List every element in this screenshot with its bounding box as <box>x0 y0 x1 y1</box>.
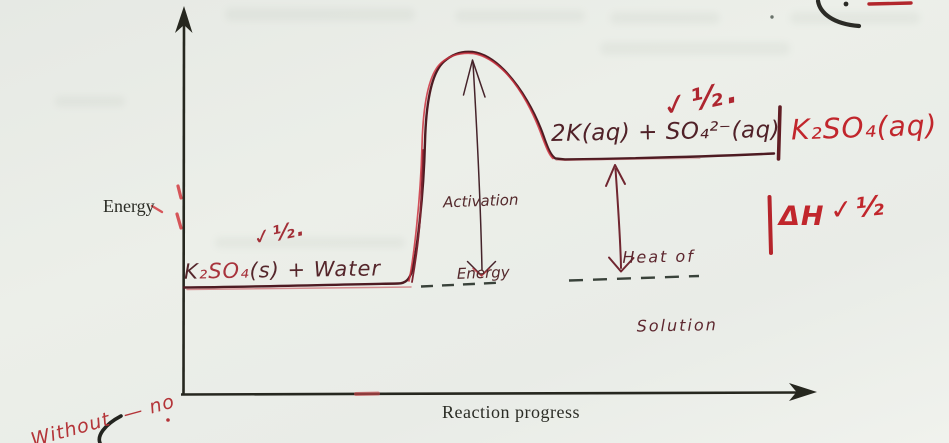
reactants-formula-k: K <box>183 259 200 284</box>
heat-label-line1: Heat of <box>622 246 696 267</box>
dashed-segment-right <box>568 274 700 282</box>
heat-arrow-shaft <box>614 168 622 269</box>
stray-ink-marks <box>97 0 862 443</box>
y-axis-label: Energy <box>103 196 155 216</box>
top-right-ink-dot <box>843 1 849 7</box>
small-ink-dot <box>770 15 774 19</box>
plateau-overtrace-red <box>555 158 701 161</box>
heat-arrow-head-top <box>605 164 626 187</box>
reactants-formula-so4: ₂SO₄ <box>198 258 250 284</box>
y-axis <box>182 21 186 395</box>
energy-label-red-stroke <box>150 204 164 214</box>
x-axis <box>180 391 801 396</box>
teacher-note-line1: Without — no <box>28 390 178 443</box>
heat-of-solution-label: Heat of Solution <box>621 198 718 384</box>
curve-ascent-double-stroke <box>411 149 424 283</box>
x-axis-arrowhead <box>789 383 817 401</box>
dashed-segment-left <box>420 281 504 288</box>
reactants-level-label: K₂SO₄(s) + Water <box>184 256 381 283</box>
note-red-dot <box>166 418 170 422</box>
top-right-paren-arc <box>815 0 862 29</box>
grading-products-formula: K₂SO₄(aq) <box>790 108 938 147</box>
curve-overtrace-red <box>408 52 554 282</box>
separator-bar-products <box>776 105 782 161</box>
x-axis-red-smudge <box>354 391 380 396</box>
axes <box>175 6 817 401</box>
heat-of-solution-arrow <box>605 164 635 273</box>
y-axis-arrowhead <box>175 6 193 33</box>
activation-label-line2: Energy <box>456 263 510 283</box>
activation-energy-arrow <box>462 59 497 277</box>
activation-arrow-head-bottom-red <box>472 267 491 277</box>
bottom-paren-arc <box>97 414 123 443</box>
reactants-state-and-water: (s) + Water <box>249 256 382 283</box>
activation-arrow-head-top <box>462 59 486 98</box>
activation-arrow-shaft <box>472 62 483 271</box>
delta-h-label: ΔH <box>779 201 825 232</box>
top-right-red-dash <box>867 1 913 6</box>
grading-check-delta-h: ✓½ <box>828 190 889 227</box>
x-axis-label: Reaction progress <box>442 402 580 422</box>
separator-bar-delta-h <box>767 195 773 255</box>
activation-energy-label: Activation Energy <box>430 139 535 334</box>
axis-red-ticks <box>175 184 183 230</box>
baseline-overtrace-red <box>186 286 412 291</box>
grading-pen-marks <box>150 1 913 422</box>
scan-ghost-artifacts <box>55 8 920 248</box>
heat-label-line2: Solution <box>636 315 718 336</box>
heat-arrow-head-bottom <box>608 256 635 273</box>
baseline-dashed-extension <box>420 274 700 288</box>
energy-curve <box>182 50 776 291</box>
activation-label-line1: Activation <box>442 190 519 212</box>
